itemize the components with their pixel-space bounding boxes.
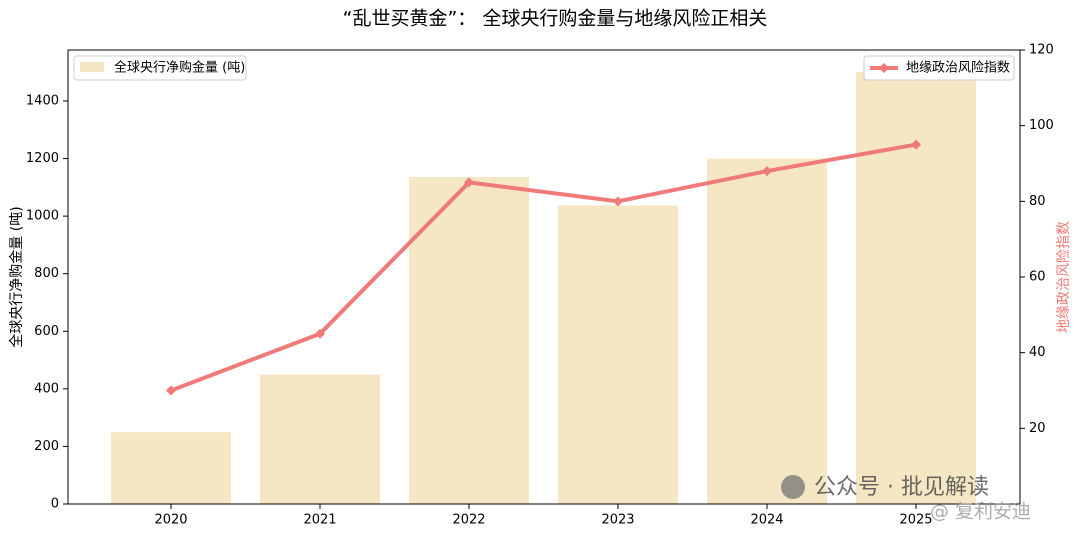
watermark: 公众号 · 批见解读 <box>814 475 989 500</box>
x-tick-label: 2025 <box>899 513 932 528</box>
y-tick-label: 0 <box>51 497 59 512</box>
y2-axis-label: 地缘政治风险指数 <box>1056 221 1072 333</box>
bar <box>856 72 976 504</box>
x-tick-label: 2021 <box>303 513 336 528</box>
y-tick-label: 600 <box>34 324 59 339</box>
y-tick-label: 1200 <box>26 151 59 166</box>
y-tick-label: 400 <box>34 381 59 396</box>
y-axis-label: 全球央行净购金量 (吨) <box>8 206 25 347</box>
y-tick-label: 200 <box>34 439 59 454</box>
marker <box>911 139 921 150</box>
watermark-icon <box>781 475 805 499</box>
marker <box>464 177 474 188</box>
marker <box>762 166 772 177</box>
x-tick-label: 2022 <box>452 513 485 528</box>
chart-title: “乱世买黄金”： 全球央行购金量与地缘风险正相关 <box>343 8 768 30</box>
legend-swatch <box>80 62 104 72</box>
y2-tick-label: 80 <box>1029 194 1046 209</box>
legend-box <box>863 55 1015 81</box>
bar <box>707 158 827 504</box>
x-tick-label: 2023 <box>601 513 634 528</box>
y2-tick-label: 20 <box>1029 421 1046 436</box>
legend-label: 地缘政治风险指数 <box>906 61 1010 76</box>
y-tick-label: 1400 <box>26 93 59 108</box>
x-tick-label: 2024 <box>750 513 783 528</box>
watermark: @ 复利安迪 <box>930 501 1031 523</box>
x-tick-label: 2020 <box>154 513 187 528</box>
marker <box>166 385 176 396</box>
y-tick-label: 800 <box>34 266 59 281</box>
marker <box>613 196 623 207</box>
bar <box>260 374 380 504</box>
legend-label: 全球央行净购金量 (吨) <box>114 60 245 76</box>
y2-tick-label: 100 <box>1029 118 1054 133</box>
bar <box>409 176 529 504</box>
marker <box>315 328 325 339</box>
bar <box>558 205 678 505</box>
y2-tick-label: 120 <box>1029 43 1054 58</box>
y2-tick-label: 60 <box>1029 270 1046 285</box>
line <box>170 142 917 393</box>
legend-marker <box>879 63 889 73</box>
legend-box <box>73 55 247 81</box>
bar <box>111 432 231 504</box>
y2-tick-label: 40 <box>1029 345 1046 360</box>
y-tick-label: 1000 <box>26 209 59 224</box>
